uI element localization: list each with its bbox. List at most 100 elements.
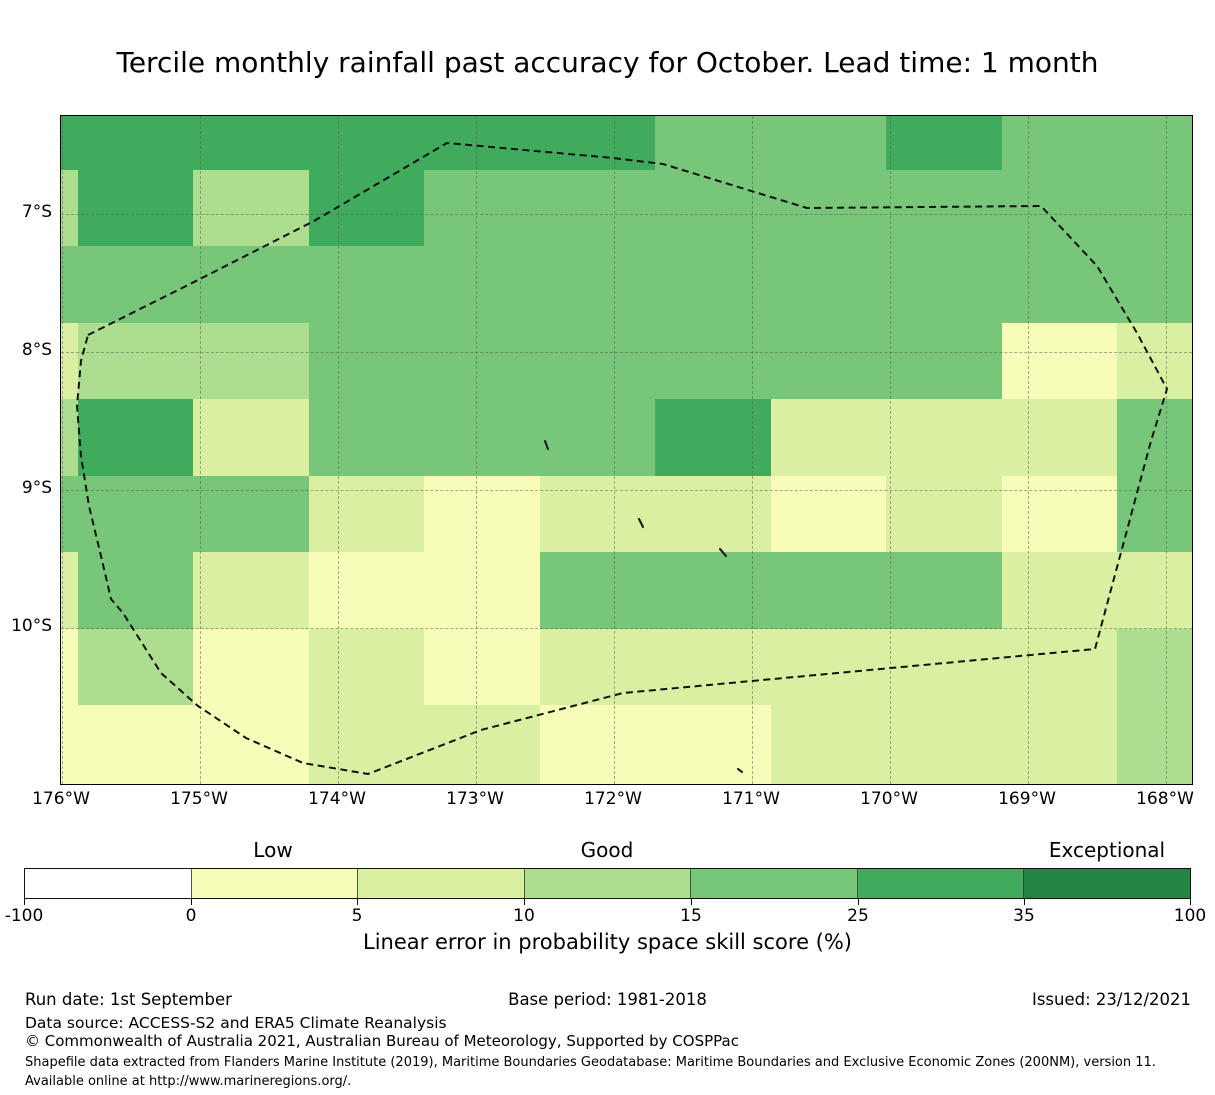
heatmap-cell xyxy=(424,399,540,476)
heatmap-cell xyxy=(78,705,193,784)
heatmap-cell xyxy=(309,629,424,705)
heatmap-cell xyxy=(424,552,540,629)
heatmap-cell xyxy=(655,323,771,399)
heatmap-cell xyxy=(771,170,886,246)
heatmap-cell xyxy=(193,552,309,629)
heatmap-cell xyxy=(655,629,771,705)
colorbar-tick-mark xyxy=(524,899,525,905)
colorbar-tick-label: 0 xyxy=(185,906,197,926)
heatmap-cell xyxy=(1002,476,1117,552)
heatmap-cell xyxy=(1002,629,1117,705)
heatmap-cell xyxy=(309,116,424,170)
heatmap-cell xyxy=(1002,705,1117,784)
heatmap-cell xyxy=(771,246,886,323)
heatmap-cell xyxy=(1117,116,1192,170)
heatmap-cell xyxy=(61,323,78,399)
heatmap-cell xyxy=(193,246,309,323)
heatmap-cell xyxy=(309,705,424,784)
gridline-horizontal xyxy=(61,352,1192,353)
heatmap-cell xyxy=(78,476,193,552)
heatmap-cell xyxy=(1117,323,1192,399)
gridline-vertical xyxy=(1028,116,1029,784)
heatmap-cell xyxy=(1002,323,1117,399)
colorbar-segment xyxy=(690,869,857,898)
heatmap-cell xyxy=(1117,399,1192,476)
heatmap-cell xyxy=(886,476,1002,552)
gridline-vertical xyxy=(62,116,63,784)
heatmap-cell xyxy=(655,552,771,629)
heatmap-cell xyxy=(424,170,540,246)
heatmap-cell xyxy=(309,170,424,246)
shapefile-note-text: Shapefile data extracted from Flanders M… xyxy=(25,1055,1156,1089)
heatmap-cell xyxy=(1117,705,1192,784)
colorbar-tick-label: 100 xyxy=(1173,906,1207,926)
heatmap-cell xyxy=(61,116,78,170)
heatmap-cell xyxy=(78,399,193,476)
gridline-vertical xyxy=(614,116,615,784)
heatmap-cell xyxy=(61,246,78,323)
gridline-vertical xyxy=(752,116,753,784)
heatmap-cell xyxy=(61,629,78,705)
heatmap-cell xyxy=(78,116,193,170)
heatmap-cell xyxy=(771,399,886,476)
heatmap-cell xyxy=(771,705,886,784)
heatmap-cell xyxy=(424,323,540,399)
issued-date-text: Issued: 23/12/2021 xyxy=(1031,990,1191,1009)
heatmap-cell xyxy=(78,246,193,323)
heatmap-cell xyxy=(886,629,1002,705)
heatmap-cell xyxy=(540,323,655,399)
heatmap-cell xyxy=(193,705,309,784)
gridline-horizontal xyxy=(61,490,1192,491)
data-source-text: Data source: ACCESS-S2 and ERA5 Climate … xyxy=(25,1014,447,1032)
heatmap-cell xyxy=(424,629,540,705)
map-panel xyxy=(60,115,1193,785)
heatmap-cell xyxy=(193,323,309,399)
heatmap-cell xyxy=(771,116,886,170)
heatmap-cell xyxy=(61,552,78,629)
heatmap-cell xyxy=(78,170,193,246)
heatmap-cell xyxy=(540,399,655,476)
heatmap-cell xyxy=(61,705,78,784)
heatmap-cell xyxy=(771,552,886,629)
x-tick-label: 168°W xyxy=(1136,789,1194,809)
y-tick-label: 10°S xyxy=(11,616,52,636)
x-tick-label: 169°W xyxy=(998,789,1056,809)
heatmap-cell xyxy=(886,552,1002,629)
y-tick-label: 8°S xyxy=(21,340,52,360)
heatmap-cell xyxy=(540,476,655,552)
heatmap-cell xyxy=(540,705,655,784)
y-tick-label: 7°S xyxy=(21,202,52,222)
chart-title: Tercile monthly rainfall past accuracy f… xyxy=(116,46,1099,79)
heatmap-cell xyxy=(61,170,78,246)
heatmap-cell xyxy=(193,476,309,552)
heatmap-cell xyxy=(886,399,1002,476)
heatmap-cell xyxy=(193,629,309,705)
base-period-text: Base period: 1981-2018 xyxy=(508,990,707,1009)
heatmap-cell xyxy=(78,323,193,399)
heatmap-cell xyxy=(1002,246,1117,323)
gridline-vertical xyxy=(890,116,891,784)
heatmap-cell xyxy=(655,705,771,784)
heatmap-cell xyxy=(61,399,78,476)
copyright-text: © Commonwealth of Australia 2021, Austra… xyxy=(25,1032,739,1050)
y-tick-label: 9°S xyxy=(21,478,52,498)
heatmap-cell xyxy=(886,323,1002,399)
colorbar-segment xyxy=(856,869,1024,898)
colorbar-tick-mark xyxy=(191,899,192,905)
run-date-text: Run date: 1st September xyxy=(25,990,232,1009)
x-tick-label: 172°W xyxy=(584,789,642,809)
colorbar-category-label: Low xyxy=(253,838,293,862)
colorbar-tick-label: 15 xyxy=(680,906,702,926)
heatmap-cell xyxy=(771,629,886,705)
heatmap-cell xyxy=(61,476,78,552)
heatmap-cell xyxy=(655,116,771,170)
heatmap-cell xyxy=(1117,552,1192,629)
heatmap-cell xyxy=(309,476,424,552)
x-tick-label: 174°W xyxy=(308,789,366,809)
colorbar-axis-label: Linear error in probability space skill … xyxy=(363,930,852,954)
heatmap-cell xyxy=(1117,246,1192,323)
heatmap-cell xyxy=(655,476,771,552)
heatmap-cell xyxy=(424,476,540,552)
heatmap-cell xyxy=(655,170,771,246)
